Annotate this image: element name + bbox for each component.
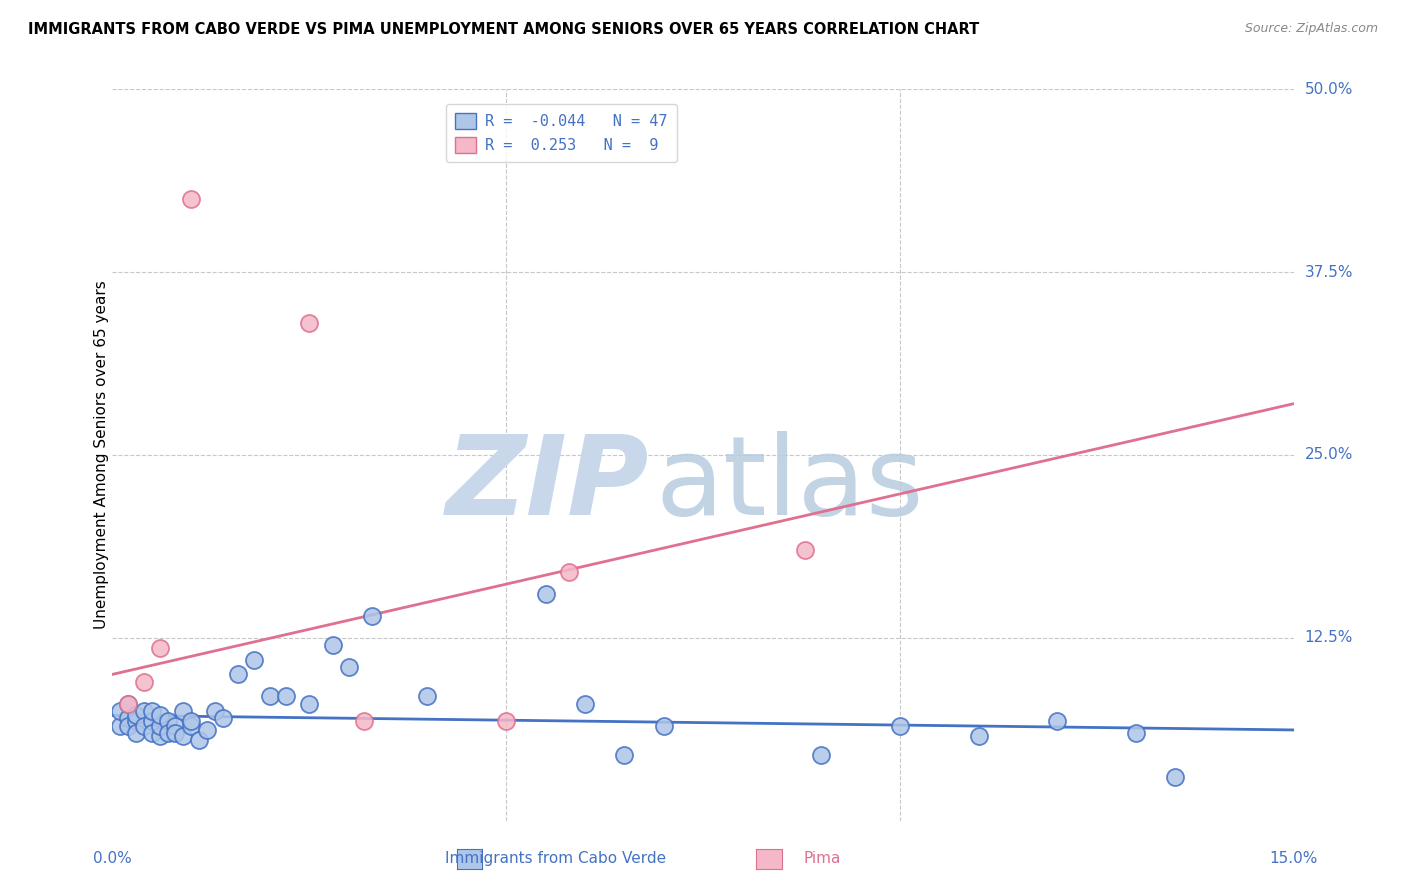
Point [180,718,202,732]
Point [156,726,179,740]
Point [534,587,557,601]
Y-axis label: Unemployment Among Seniors over 65 years: Unemployment Among Seniors over 65 years [94,281,108,629]
Point [141,704,163,718]
Point [110,718,132,732]
Point [132,718,155,732]
Point [298,316,321,330]
Point [165,726,187,740]
Text: 12.5%: 12.5% [1305,631,1353,645]
Point [274,690,297,704]
Point [125,726,148,740]
Point [180,714,202,728]
Text: 0.0%: 0.0% [93,851,132,866]
Text: Source: ZipAtlas.com: Source: ZipAtlas.com [1244,22,1378,36]
Text: 15.0%: 15.0% [1270,851,1317,866]
Point [141,714,163,728]
Point [259,690,281,704]
Point [188,733,211,747]
Point [132,704,155,718]
Point [322,638,344,652]
Point [149,640,172,655]
Point [117,697,139,711]
Point [165,718,187,732]
Point [149,729,172,743]
Point [204,704,226,718]
Point [117,697,139,711]
Text: ZIP: ZIP [446,431,650,538]
Point [149,708,172,723]
Text: atlas: atlas [655,431,924,538]
Point [117,711,139,725]
Text: 25.0%: 25.0% [1305,448,1353,462]
Point [574,697,596,711]
Text: IMMIGRANTS FROM CABO VERDE VS PIMA UNEMPLOYMENT AMONG SENIORS OVER 65 YEARS CORR: IMMIGRANTS FROM CABO VERDE VS PIMA UNEMP… [28,22,980,37]
Point [117,718,139,732]
Point [228,667,250,681]
Text: Immigrants from Cabo Verde: Immigrants from Cabo Verde [444,851,666,865]
Point [353,714,375,728]
Point [613,747,636,762]
Point [889,718,911,732]
Point [298,697,321,711]
Point [156,714,179,728]
Point [172,729,194,743]
Point [243,653,266,667]
Point [967,729,990,743]
Point [1164,770,1187,784]
Legend: R =  -0.044   N = 47, R =  0.253   N =  9: R = -0.044 N = 47, R = 0.253 N = 9 [446,104,676,162]
Point [125,708,148,723]
Point [149,718,172,732]
Point [361,608,384,623]
Point [810,747,832,762]
Point [141,726,163,740]
Point [132,674,155,689]
Point [558,565,581,579]
Point [1125,726,1147,740]
Text: Pima: Pima [804,851,841,865]
Point [337,660,360,674]
Point [195,723,218,737]
Point [172,704,194,718]
Point [794,543,817,558]
Point [125,714,148,728]
Text: 50.0%: 50.0% [1305,82,1353,96]
Point [652,718,675,732]
Point [495,714,517,728]
Point [110,704,132,718]
Point [211,711,233,725]
Point [180,192,202,206]
Text: 37.5%: 37.5% [1305,265,1353,279]
Point [1046,714,1069,728]
Point [416,690,439,704]
